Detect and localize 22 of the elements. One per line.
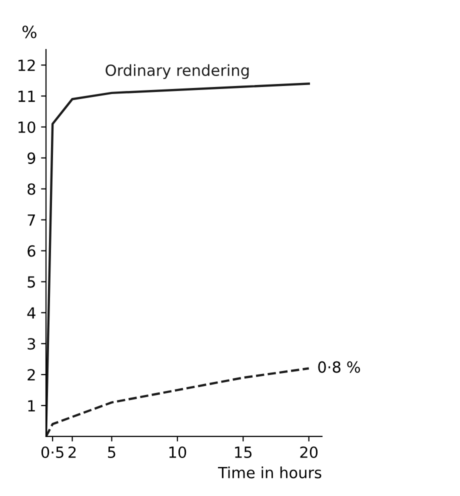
y-tick-label: 9 — [28, 152, 36, 164]
y-tick-label: 4 — [27, 307, 36, 318]
series-label: Ordinary rendering — [106, 64, 249, 80]
x-tick-label: 10 — [169, 446, 186, 458]
y-tick-label: 2 — [28, 369, 35, 380]
y-tick-label: 11 — [18, 90, 35, 102]
y-tick-label: 12 — [18, 60, 35, 71]
y-tick-label: 3 — [28, 338, 36, 350]
x-tick-label: 0·5 — [41, 446, 64, 458]
x-tick-label: 5 — [108, 446, 116, 458]
x-tick-label: 20 — [300, 446, 318, 458]
y-tick-label: 5 — [28, 276, 35, 288]
y-tick-label: 7 — [28, 214, 35, 226]
x-tick-label: 15 — [235, 446, 252, 458]
y-tick-label: 6 — [28, 245, 36, 257]
y-axis-title: % — [22, 26, 36, 38]
x-tick-label: 2 — [68, 446, 76, 458]
y-tick-label: 10 — [18, 121, 36, 133]
y-tick-label: 1 — [28, 400, 35, 412]
y-tick-label: 8 — [28, 183, 36, 195]
annotation: 0·8 % — [318, 361, 360, 373]
x-axis-title: Time in hours — [218, 466, 322, 478]
